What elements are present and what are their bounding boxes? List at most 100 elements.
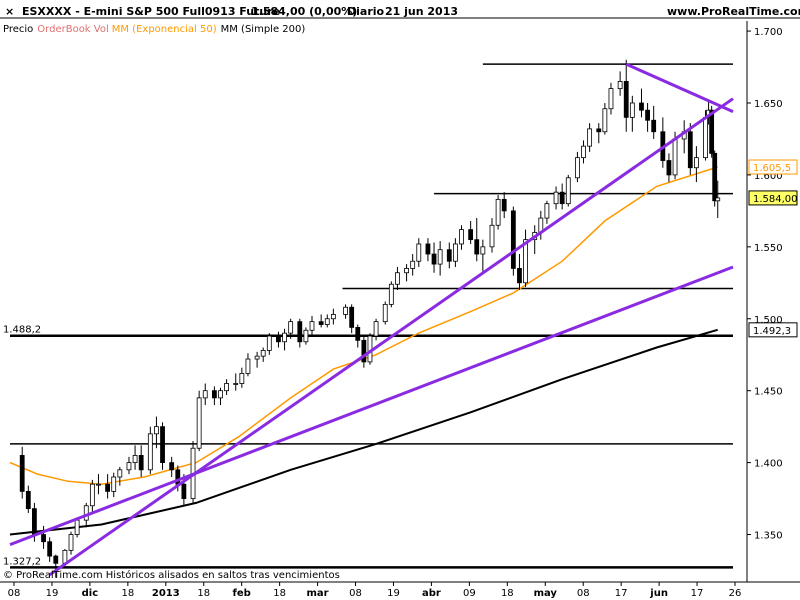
candle-body bbox=[666, 160, 672, 176]
candle-body bbox=[510, 210, 516, 269]
y-tick-label: 1.500 bbox=[754, 315, 783, 326]
candle-body bbox=[126, 462, 132, 471]
candle-body bbox=[617, 81, 623, 90]
candle-body bbox=[105, 483, 111, 492]
x-tick-label: 18 bbox=[197, 588, 210, 599]
candle-body bbox=[559, 191, 565, 205]
candle-body bbox=[523, 239, 528, 284]
candle-body bbox=[495, 198, 501, 226]
candle-body bbox=[645, 109, 650, 121]
candle-body bbox=[687, 131, 693, 169]
last-price-info: 1.584,00 (0,00%) bbox=[251, 5, 358, 18]
candle-body bbox=[608, 88, 614, 110]
candle-body bbox=[431, 253, 437, 265]
candle-body bbox=[517, 268, 522, 284]
candle-body bbox=[373, 321, 379, 337]
candle-body bbox=[169, 462, 175, 471]
y-tick-label: 1.400 bbox=[754, 459, 783, 470]
candle-body bbox=[446, 249, 452, 262]
candle-body bbox=[629, 102, 635, 118]
candle-body bbox=[715, 197, 721, 202]
candle-body bbox=[233, 383, 239, 385]
x-tick-label: 19 bbox=[387, 588, 400, 599]
candle-body bbox=[437, 249, 443, 265]
candle-body bbox=[382, 303, 388, 323]
candle-body bbox=[132, 455, 138, 464]
candle-body bbox=[181, 483, 187, 499]
candle-body bbox=[355, 326, 361, 341]
value-badge-label: 1.492,3 bbox=[753, 326, 791, 337]
candle-body bbox=[651, 119, 657, 133]
candle-body bbox=[672, 138, 678, 176]
candle-body bbox=[596, 128, 602, 133]
value-badge-label: 1.605,5 bbox=[753, 163, 791, 174]
chart-date: 21 jun 2013 bbox=[385, 5, 459, 18]
candle-body bbox=[318, 321, 324, 325]
candle-body bbox=[154, 426, 159, 435]
candle-body bbox=[587, 128, 593, 147]
candle-body bbox=[553, 191, 559, 205]
candle-body bbox=[224, 383, 229, 392]
legend-mm200[interactable]: MM (Simple 200) bbox=[220, 24, 306, 35]
candle-body bbox=[361, 339, 367, 363]
y-tick-label: 1.600 bbox=[754, 171, 783, 182]
candle-body bbox=[709, 109, 715, 154]
candle-body bbox=[474, 239, 480, 255]
candle-body bbox=[147, 433, 153, 471]
candle-body bbox=[623, 81, 629, 118]
legend-orderbook[interactable]: OrderBook Vol bbox=[37, 24, 109, 35]
candle-body bbox=[404, 268, 409, 274]
x-tick-label: jun bbox=[649, 588, 668, 599]
candle-body bbox=[303, 329, 309, 343]
mm50-line bbox=[9, 166, 718, 485]
candle-body bbox=[388, 283, 394, 305]
candle-body bbox=[581, 145, 586, 159]
legend-price[interactable]: Precio bbox=[3, 24, 34, 35]
candle-body bbox=[297, 321, 303, 343]
candle-body bbox=[416, 243, 422, 262]
candle-body bbox=[330, 314, 336, 320]
candle-body bbox=[160, 426, 165, 464]
indicator-legend: Precio OrderBook Vol MM (Exponencial 50) MM… bbox=[3, 24, 309, 35]
y-tick-label: 1.650 bbox=[754, 99, 783, 110]
candle-body bbox=[288, 321, 294, 334]
y-tick-label: 1.350 bbox=[754, 531, 783, 542]
x-tick-label: mar bbox=[307, 588, 329, 599]
trend-line bbox=[48, 97, 734, 577]
candle-body bbox=[639, 102, 644, 111]
candle-body bbox=[282, 332, 287, 343]
x-tick-label: 18 bbox=[121, 588, 134, 599]
candle-body bbox=[260, 350, 266, 357]
candle-body bbox=[452, 243, 458, 262]
x-tick-label: 2013 bbox=[152, 588, 180, 599]
x-tick-label: feb bbox=[233, 588, 251, 599]
x-tick-label: 08 bbox=[8, 588, 21, 599]
candle-body bbox=[47, 541, 53, 557]
value-badge bbox=[748, 159, 798, 175]
x-tick-label: 09 bbox=[463, 588, 476, 599]
legend-mm50[interactable]: MM (Exponencial 50) bbox=[111, 24, 217, 35]
value-badge-label: 1.584,00 bbox=[753, 194, 798, 205]
candle-body bbox=[117, 469, 123, 478]
candle-body bbox=[254, 355, 260, 360]
x-tick-label: dic bbox=[82, 588, 99, 599]
x-tick-label: abr bbox=[422, 588, 441, 599]
candle-body bbox=[196, 397, 202, 449]
candle-body bbox=[111, 476, 117, 492]
candle-body bbox=[425, 243, 431, 255]
period-label: Diario bbox=[347, 5, 385, 18]
candle-body bbox=[324, 318, 330, 325]
x-tick-label: 17 bbox=[691, 588, 704, 599]
candle-body bbox=[62, 549, 68, 564]
candle-body bbox=[693, 157, 699, 169]
candle-body bbox=[544, 203, 550, 219]
close-chart-button[interactable]: × bbox=[5, 5, 15, 18]
instrument-title: ESXXXX - E-mini S&P 500 Full0913 Future bbox=[22, 5, 281, 18]
value-badge bbox=[748, 322, 798, 338]
candle-body bbox=[96, 483, 101, 486]
x-tick-label: 08 bbox=[577, 588, 590, 599]
source-url[interactable]: www.ProRealTime.com bbox=[667, 5, 800, 18]
candle-body bbox=[25, 490, 31, 510]
candle-body bbox=[602, 108, 608, 133]
level-label: 1.488,2 bbox=[3, 325, 41, 336]
